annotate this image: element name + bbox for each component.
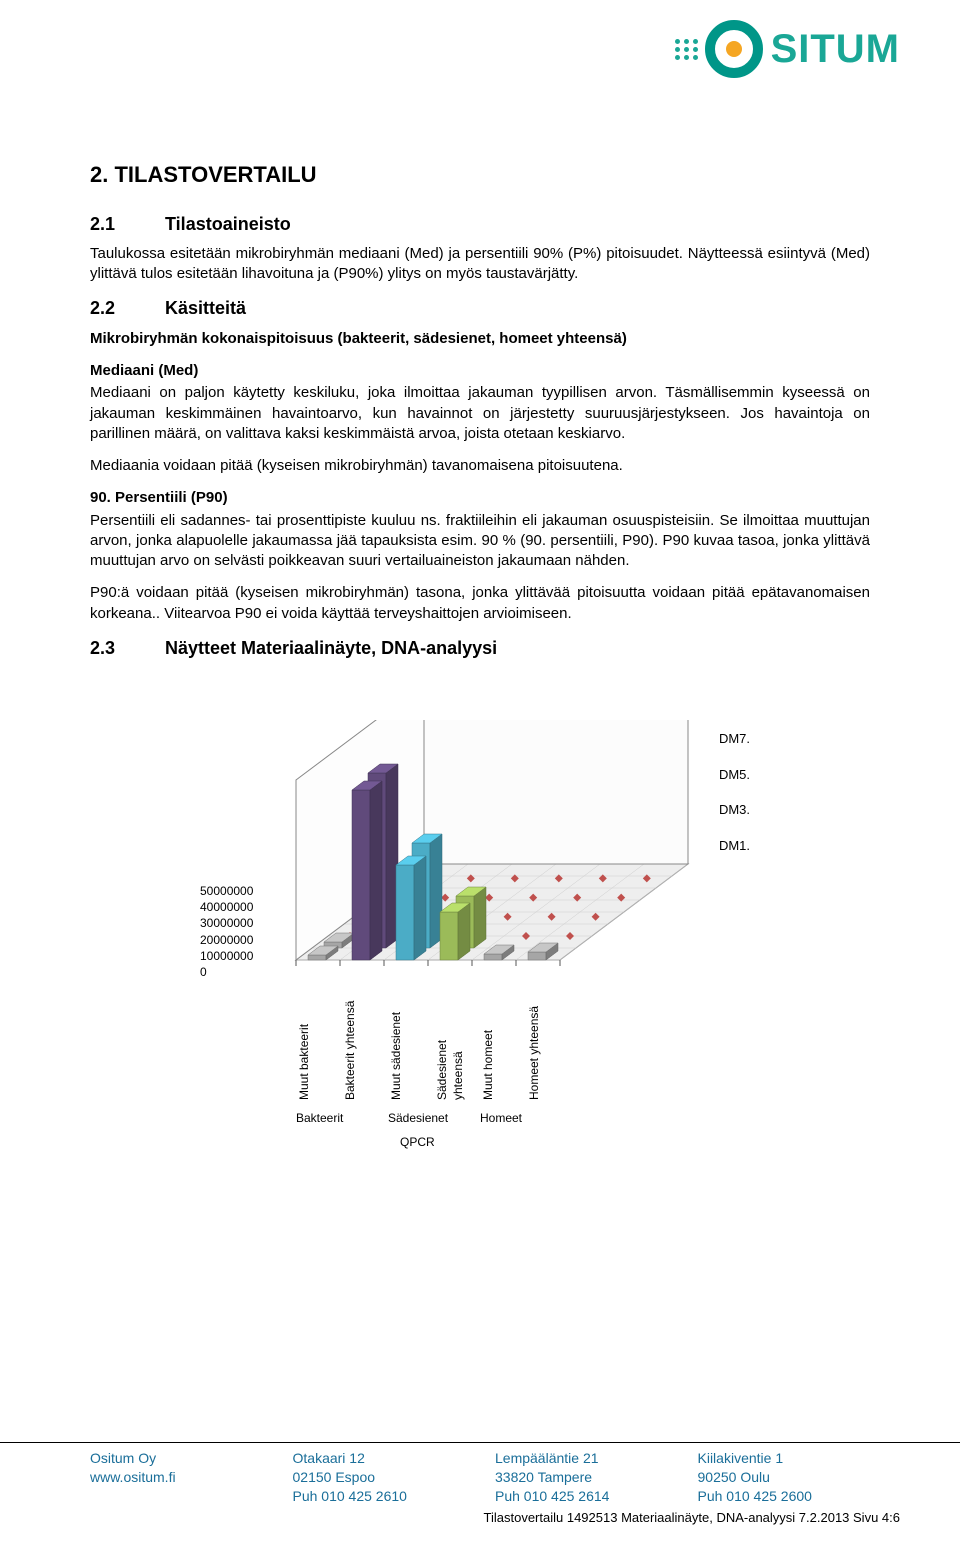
section-2-1-heading: 2.1 Tilastoaineisto <box>90 212 870 236</box>
logo-text: SITUM <box>771 27 900 72</box>
chart-x-labels: Muut bakteeritBakteerit yhteensäMuut säd… <box>296 990 568 1100</box>
chart-3d-bar: 5000000040000000300000002000000010000000… <box>200 720 760 1040</box>
footer-column: Lempääläntie 2133820 TamperePuh 010 425 … <box>495 1449 698 1506</box>
chart-plot <box>200 720 760 980</box>
chart-depth-labels: DM7.DM5.DM3.DM1. <box>719 730 750 872</box>
brand-logo: SITUM <box>675 20 900 78</box>
footer-column: Kiilakiventie 190250 OuluPuh 010 425 260… <box>698 1449 901 1506</box>
section-2-heading: 2. TILASTOVERTAILU <box>90 160 870 190</box>
footer-page-info: Tilastovertailu 1492513 Materiaalinäyte,… <box>0 1506 960 1525</box>
footer-column: Otakaari 1202150 EspooPuh 010 425 2610 <box>293 1449 496 1506</box>
paragraph: Mikrobiryhmän kokonaispitoisuus (bakteer… <box>90 329 870 349</box>
paragraph: P90:ä voidaan pitää (kyseisen mikrobiryh… <box>90 583 870 624</box>
footer-column: Ositum Oywww.ositum.fi <box>90 1449 293 1506</box>
definition-label: 90. Persentiili (P90) <box>90 488 870 508</box>
paragraph: Taulukossa esitetään mikrobiryhmän media… <box>90 244 870 285</box>
chart-group-labels: BakteeritSädesienetHomeet <box>296 1110 572 1126</box>
logo-dots <box>675 39 699 60</box>
chart-bottom-label: QPCR <box>400 1134 435 1150</box>
section-2-3-heading: 2.3 Näytteet Materiaalinäyte, DNA-analyy… <box>90 636 870 660</box>
page-footer: Ositum Oywww.ositum.fiOtakaari 1202150 E… <box>0 1442 960 1525</box>
definition-label: Mediaani (Med) <box>90 361 870 381</box>
paragraph: Mediaani on paljon käytetty keskiluku, j… <box>90 383 870 444</box>
logo-ring-icon <box>705 20 763 78</box>
section-2-2-heading: 2.2 Käsitteitä <box>90 296 870 320</box>
paragraph: Mediaania voidaan pitää (kyseisen mikrob… <box>90 456 870 476</box>
paragraph: Persentiili eli sadannes- tai prosenttip… <box>90 511 870 572</box>
document-body: 2. TILASTOVERTAILU 2.1 Tilastoaineisto T… <box>0 0 960 1040</box>
